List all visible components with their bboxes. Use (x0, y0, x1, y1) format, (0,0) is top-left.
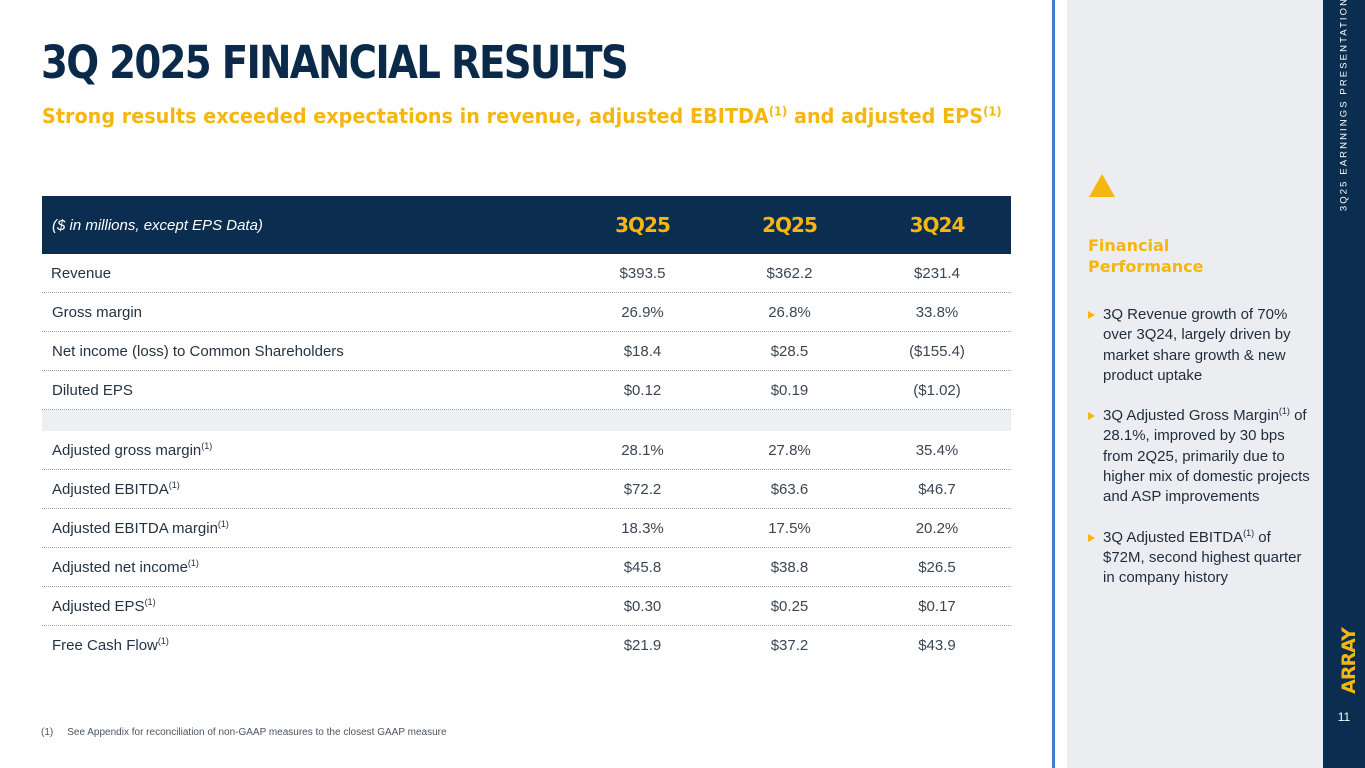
table-row: Adjusted EBITDA(1) $72.2 $63.6 $46.7 (42, 470, 1011, 509)
header-col-3q24: 3Q24 (909, 213, 966, 237)
list-item: 3Q Adjusted Gross Margin(1) of 28.1%, im… (1088, 406, 1310, 507)
cell-3q24: ($155.4) (909, 342, 965, 360)
table-row: Diluted EPS $0.12 $0.19 ($1.02) (42, 371, 1011, 410)
row-label: Adjusted EPS(1) (52, 596, 156, 615)
row-label: Adjusted gross margin(1) (52, 440, 213, 459)
cell-3q24: $46.7 (918, 480, 956, 498)
footnote: (1) See Appendix for reconciliation of no… (41, 727, 447, 738)
cell-3q24: 20.2% (915, 519, 959, 537)
cell-3q24: ($1.02) (913, 381, 961, 399)
row-label: Revenue (51, 264, 112, 282)
cell-3q24: 35.4% (915, 441, 959, 459)
list-item: 3Q Revenue growth of 70% over 3Q24, larg… (1088, 305, 1310, 386)
cell-2q25: 27.8% (768, 441, 811, 459)
slide-subtitle: Strong results exceeded expectations in … (42, 104, 1002, 128)
cell-3q25: $0.30 (623, 597, 662, 615)
cell-3q24: $231.4 (914, 264, 960, 282)
up-triangle-icon (1089, 174, 1115, 197)
cell-3q24: $0.17 (918, 597, 956, 615)
footnote-text: See Appendix for reconciliation of non-G… (67, 727, 447, 738)
table-row: Gross margin 26.9% 26.8% 33.8% (42, 293, 1011, 332)
subtitle-footnote-ref-2: (1) (983, 104, 1002, 119)
list-item: 3Q Adjusted EBITDA(1) of $72M, second hi… (1088, 528, 1310, 589)
table-row: Adjusted EPS(1) $0.30 $0.25 $0.17 (42, 587, 1011, 626)
table-row: Adjusted gross margin(1) 28.1% 27.8% 35.… (42, 431, 1011, 470)
cell-2q25: $63.6 (770, 480, 809, 498)
cell-3q24: $43.9 (918, 637, 956, 654)
highlights-panel (1067, 0, 1323, 768)
header-col-3q25: 3Q25 (615, 213, 671, 237)
subtitle-text-2: and adjusted EPS (787, 104, 984, 128)
cell-2q25: 26.8% (768, 303, 811, 321)
cell-2q25: $362.2 (766, 264, 813, 282)
header-units-label: ($ in millions, except EPS Data) (52, 216, 263, 234)
cell-3q25: 26.9% (621, 303, 664, 321)
bullet-arrow-icon (1088, 533, 1095, 542)
presentation-label: 3Q25 EARNNINGS PRESENTATION (1338, 0, 1350, 212)
cell-3q24: 33.8% (915, 303, 959, 321)
cell-3q24: $26.5 (918, 558, 956, 576)
highlights-list: 3Q Revenue growth of 70% over 3Q24, larg… (1088, 305, 1310, 609)
footnote-marker: (1) (41, 727, 54, 738)
table-header: ($ in millions, except EPS Data) 3Q25 2Q… (42, 196, 1011, 254)
subtitle-footnote-ref-1: (1) (768, 104, 788, 119)
bullet-arrow-icon (1088, 311, 1095, 319)
cell-2q25: $0.25 (770, 597, 809, 615)
cell-2q25: 17.5% (768, 519, 811, 537)
highlights-heading: Financial Performance (1088, 236, 1204, 276)
cell-3q25: $0.12 (623, 381, 662, 399)
row-label: Gross margin (52, 303, 143, 321)
cell-3q25: $393.5 (619, 264, 666, 282)
subtitle-text-1: Strong results exceeded expectations in … (42, 104, 769, 128)
table-row: Revenue $393.5 $362.2 $231.4 (42, 254, 1011, 293)
brand-sidebar (1323, 0, 1365, 768)
cell-3q25: 18.3% (621, 519, 664, 537)
cell-3q25: $72.2 (623, 480, 662, 498)
header-col-2q25: 2Q25 (762, 213, 818, 237)
cell-2q25: $37.2 (770, 637, 809, 654)
page-number: 11 (1337, 710, 1351, 724)
cell-3q25: 28.1% (621, 441, 664, 459)
row-label: Adjusted EBITDA(1) (52, 479, 180, 498)
cell-2q25: $38.8 (770, 558, 809, 576)
row-label: Free Cash Flow(1) (52, 636, 169, 655)
cell-3q25: $45.8 (623, 558, 662, 576)
row-label: Diluted EPS (52, 381, 133, 399)
table-row: Free Cash Flow(1) $21.9 $37.2 $43.9 (42, 626, 1011, 665)
slide-title: 3Q 2025 FINANCIAL RESULTS (41, 36, 629, 89)
row-label: Adjusted EBITDA margin(1) (52, 518, 229, 537)
financial-results-table: ($ in millions, except EPS Data) 3Q25 2Q… (42, 196, 1011, 665)
bullet-arrow-icon (1088, 412, 1095, 421)
section-separator (42, 410, 1011, 431)
cell-3q25: $18.4 (623, 342, 662, 360)
row-label: Net income (loss) to Common Shareholders (52, 342, 344, 360)
table-row: Adjusted net income(1) $45.8 $38.8 $26.5 (42, 548, 1011, 587)
company-logo: ARRAY (1338, 628, 1360, 694)
cell-2q25: $28.5 (770, 342, 809, 360)
cell-2q25: $0.19 (770, 381, 809, 399)
row-label: Adjusted net income(1) (52, 557, 199, 576)
vertical-divider (1052, 0, 1055, 768)
cell-3q25: $21.9 (623, 637, 662, 654)
table-row: Net income (loss) to Common Shareholders… (42, 332, 1011, 371)
table-row: Adjusted EBITDA margin(1) 18.3% 17.5% 20… (42, 509, 1011, 548)
